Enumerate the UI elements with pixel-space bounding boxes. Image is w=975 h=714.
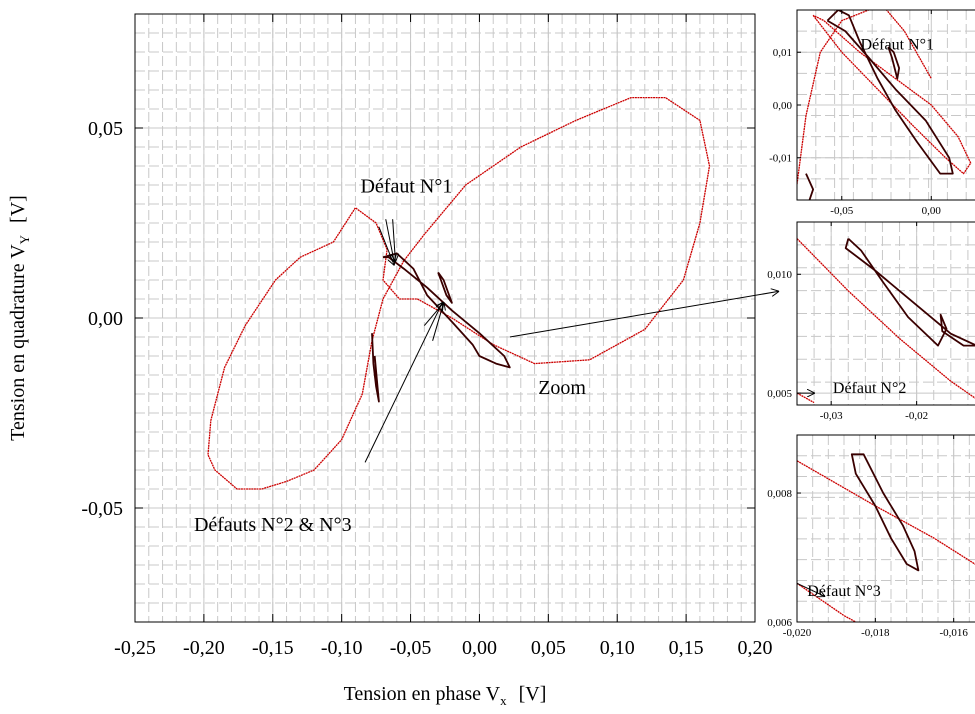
axes-frame xyxy=(796,434,975,623)
data-curve xyxy=(797,460,975,565)
zoom-plot-defaut-2: -0,03 -0,02 0,005 0,010 Défaut N°2 xyxy=(767,221,975,422)
x-tick-label: 0,20 xyxy=(738,637,773,659)
annotation-arrow xyxy=(509,291,779,338)
y-tick-label: 0,005 xyxy=(767,388,792,400)
y-tick-label: 0,008 xyxy=(767,488,792,500)
data-curve xyxy=(812,14,972,175)
y-tick-label: 0,00 xyxy=(773,100,793,112)
data-curve xyxy=(371,333,380,403)
data-curve xyxy=(826,10,954,175)
data-curve xyxy=(797,238,975,399)
x-tick-label: 0,00 xyxy=(462,637,497,659)
annotation-label: Défaut N°1 xyxy=(360,176,452,198)
data-curve xyxy=(797,582,857,622)
y-axis-title: Tension en quadrature VY[V] xyxy=(7,195,32,441)
annotation-label: Défauts N°2 & N°3 xyxy=(194,514,352,536)
data-curve xyxy=(382,252,511,369)
data-curve xyxy=(805,173,814,200)
data-curve xyxy=(437,271,453,304)
annotation-arrow xyxy=(796,582,824,596)
x-tick-label: -0,02 xyxy=(905,410,928,422)
x-tick-label: -0,25 xyxy=(114,637,156,659)
series-group xyxy=(797,10,972,200)
x-tick-label: 0,05 xyxy=(531,637,566,659)
annotation-arrow xyxy=(385,219,394,261)
y-tick-label: 0,01 xyxy=(773,47,792,59)
x-tick-label: -0,020 xyxy=(783,627,812,639)
zoom-plot-defaut-1: -0,05 0,00 -0,01 0,00 0,01 Défaut N°1 xyxy=(769,9,975,217)
y-tick-label: 0,00 xyxy=(88,308,123,330)
x-tick-label: -0,05 xyxy=(830,205,853,217)
x-tick-label: -0,05 xyxy=(390,637,432,659)
x-tick-label: -0,20 xyxy=(183,637,225,659)
x-tick-label: -0,016 xyxy=(939,627,968,639)
axes-frame xyxy=(796,221,975,406)
x-tick-label: -0,15 xyxy=(252,637,294,659)
main-plot: -0,25 -0,20 -0,15 -0,10 -0,05 0,00 0,05 0,10 0,1… xyxy=(81,13,779,659)
x-tick-label: 0,15 xyxy=(669,637,704,659)
y-tick-label: 0,05 xyxy=(88,118,123,140)
x-tick-label: -0,03 xyxy=(820,410,843,422)
y-tick-label: -0,01 xyxy=(769,153,792,165)
data-curve xyxy=(844,237,975,347)
annotation-arrow xyxy=(432,303,444,341)
series-group xyxy=(207,96,711,490)
minor-grid xyxy=(797,222,975,405)
y-tick-label: 0,010 xyxy=(767,269,792,281)
series-group xyxy=(797,453,975,622)
x-tick-label: -0,018 xyxy=(861,627,890,639)
data-curve xyxy=(887,46,900,80)
x-tick-label: 0,00 xyxy=(922,205,942,217)
zoom-plot-defaut-3: -0,020 -0,018 -0,016 0,006 0,008 Défaut N°3 xyxy=(767,434,975,639)
annotation-label: Défaut N°2 xyxy=(833,380,906,397)
x-axis-title: Tension en phase Vx [V] xyxy=(344,683,547,708)
x-tick-label: 0,10 xyxy=(600,637,635,659)
annotation-label: Défaut N°3 xyxy=(807,583,880,600)
data-curve xyxy=(797,10,871,185)
annotation-label: Zoom xyxy=(538,377,586,399)
annotation-label: Défaut N°1 xyxy=(861,37,934,54)
data-curve xyxy=(797,392,815,404)
major-grid xyxy=(797,222,975,405)
annotation-arrow xyxy=(364,303,442,463)
data-curve xyxy=(850,453,920,572)
data-curve xyxy=(207,96,711,490)
x-tick-label: -0,10 xyxy=(321,637,363,659)
series-group xyxy=(797,237,975,404)
y-tick-label: 0,006 xyxy=(767,617,792,629)
y-tick-label: -0,05 xyxy=(81,498,123,520)
